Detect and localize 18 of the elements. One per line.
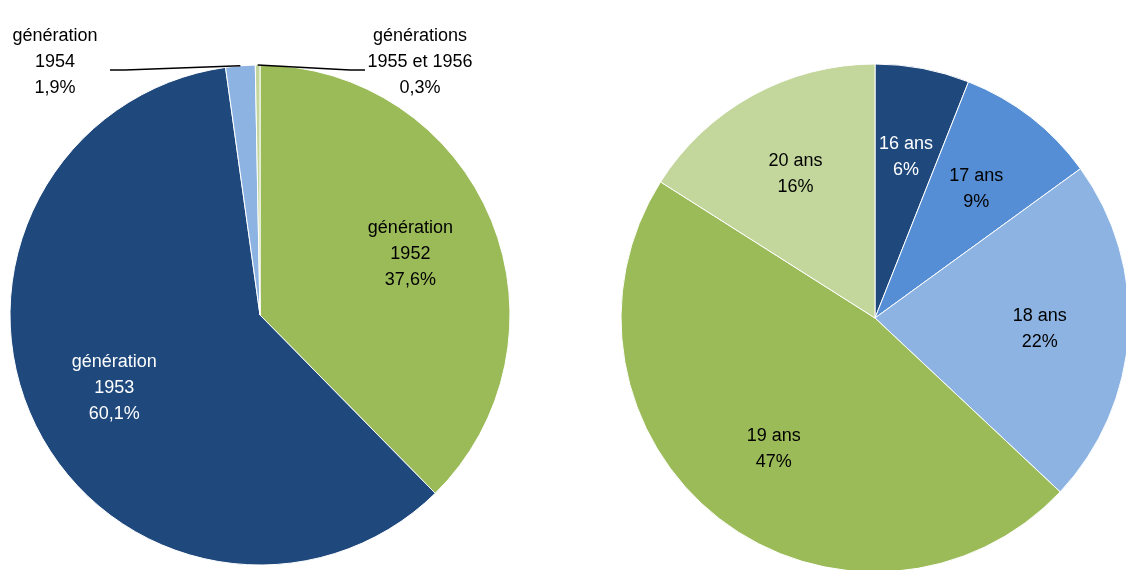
slice-label: génération 1953 — [71, 350, 157, 397]
slice-label: génération 1954 — [12, 25, 98, 71]
data-label: 37,6% — [384, 269, 436, 290]
data-label: 0,3% — [399, 77, 441, 97]
slice-label: générations 1955 et 1956 — [367, 25, 473, 71]
data-label: 1,9% — [34, 77, 76, 97]
data-label: 9% — [963, 190, 990, 211]
data-label: 16% — [777, 176, 814, 197]
data-label: 6% — [892, 158, 919, 179]
data-label: 47% — [755, 451, 792, 472]
slice-label: 20 ans — [768, 150, 823, 171]
slice-label: 19 ans — [746, 425, 801, 446]
data-label: 60,1% — [88, 402, 140, 423]
slice-label: 18 ans — [1012, 305, 1067, 326]
slice-label: 16 ans — [878, 132, 933, 153]
data-label: 22% — [1021, 331, 1058, 352]
slice-label: 17 ans — [949, 164, 1004, 185]
slice-label: génération 1952 — [367, 217, 453, 264]
